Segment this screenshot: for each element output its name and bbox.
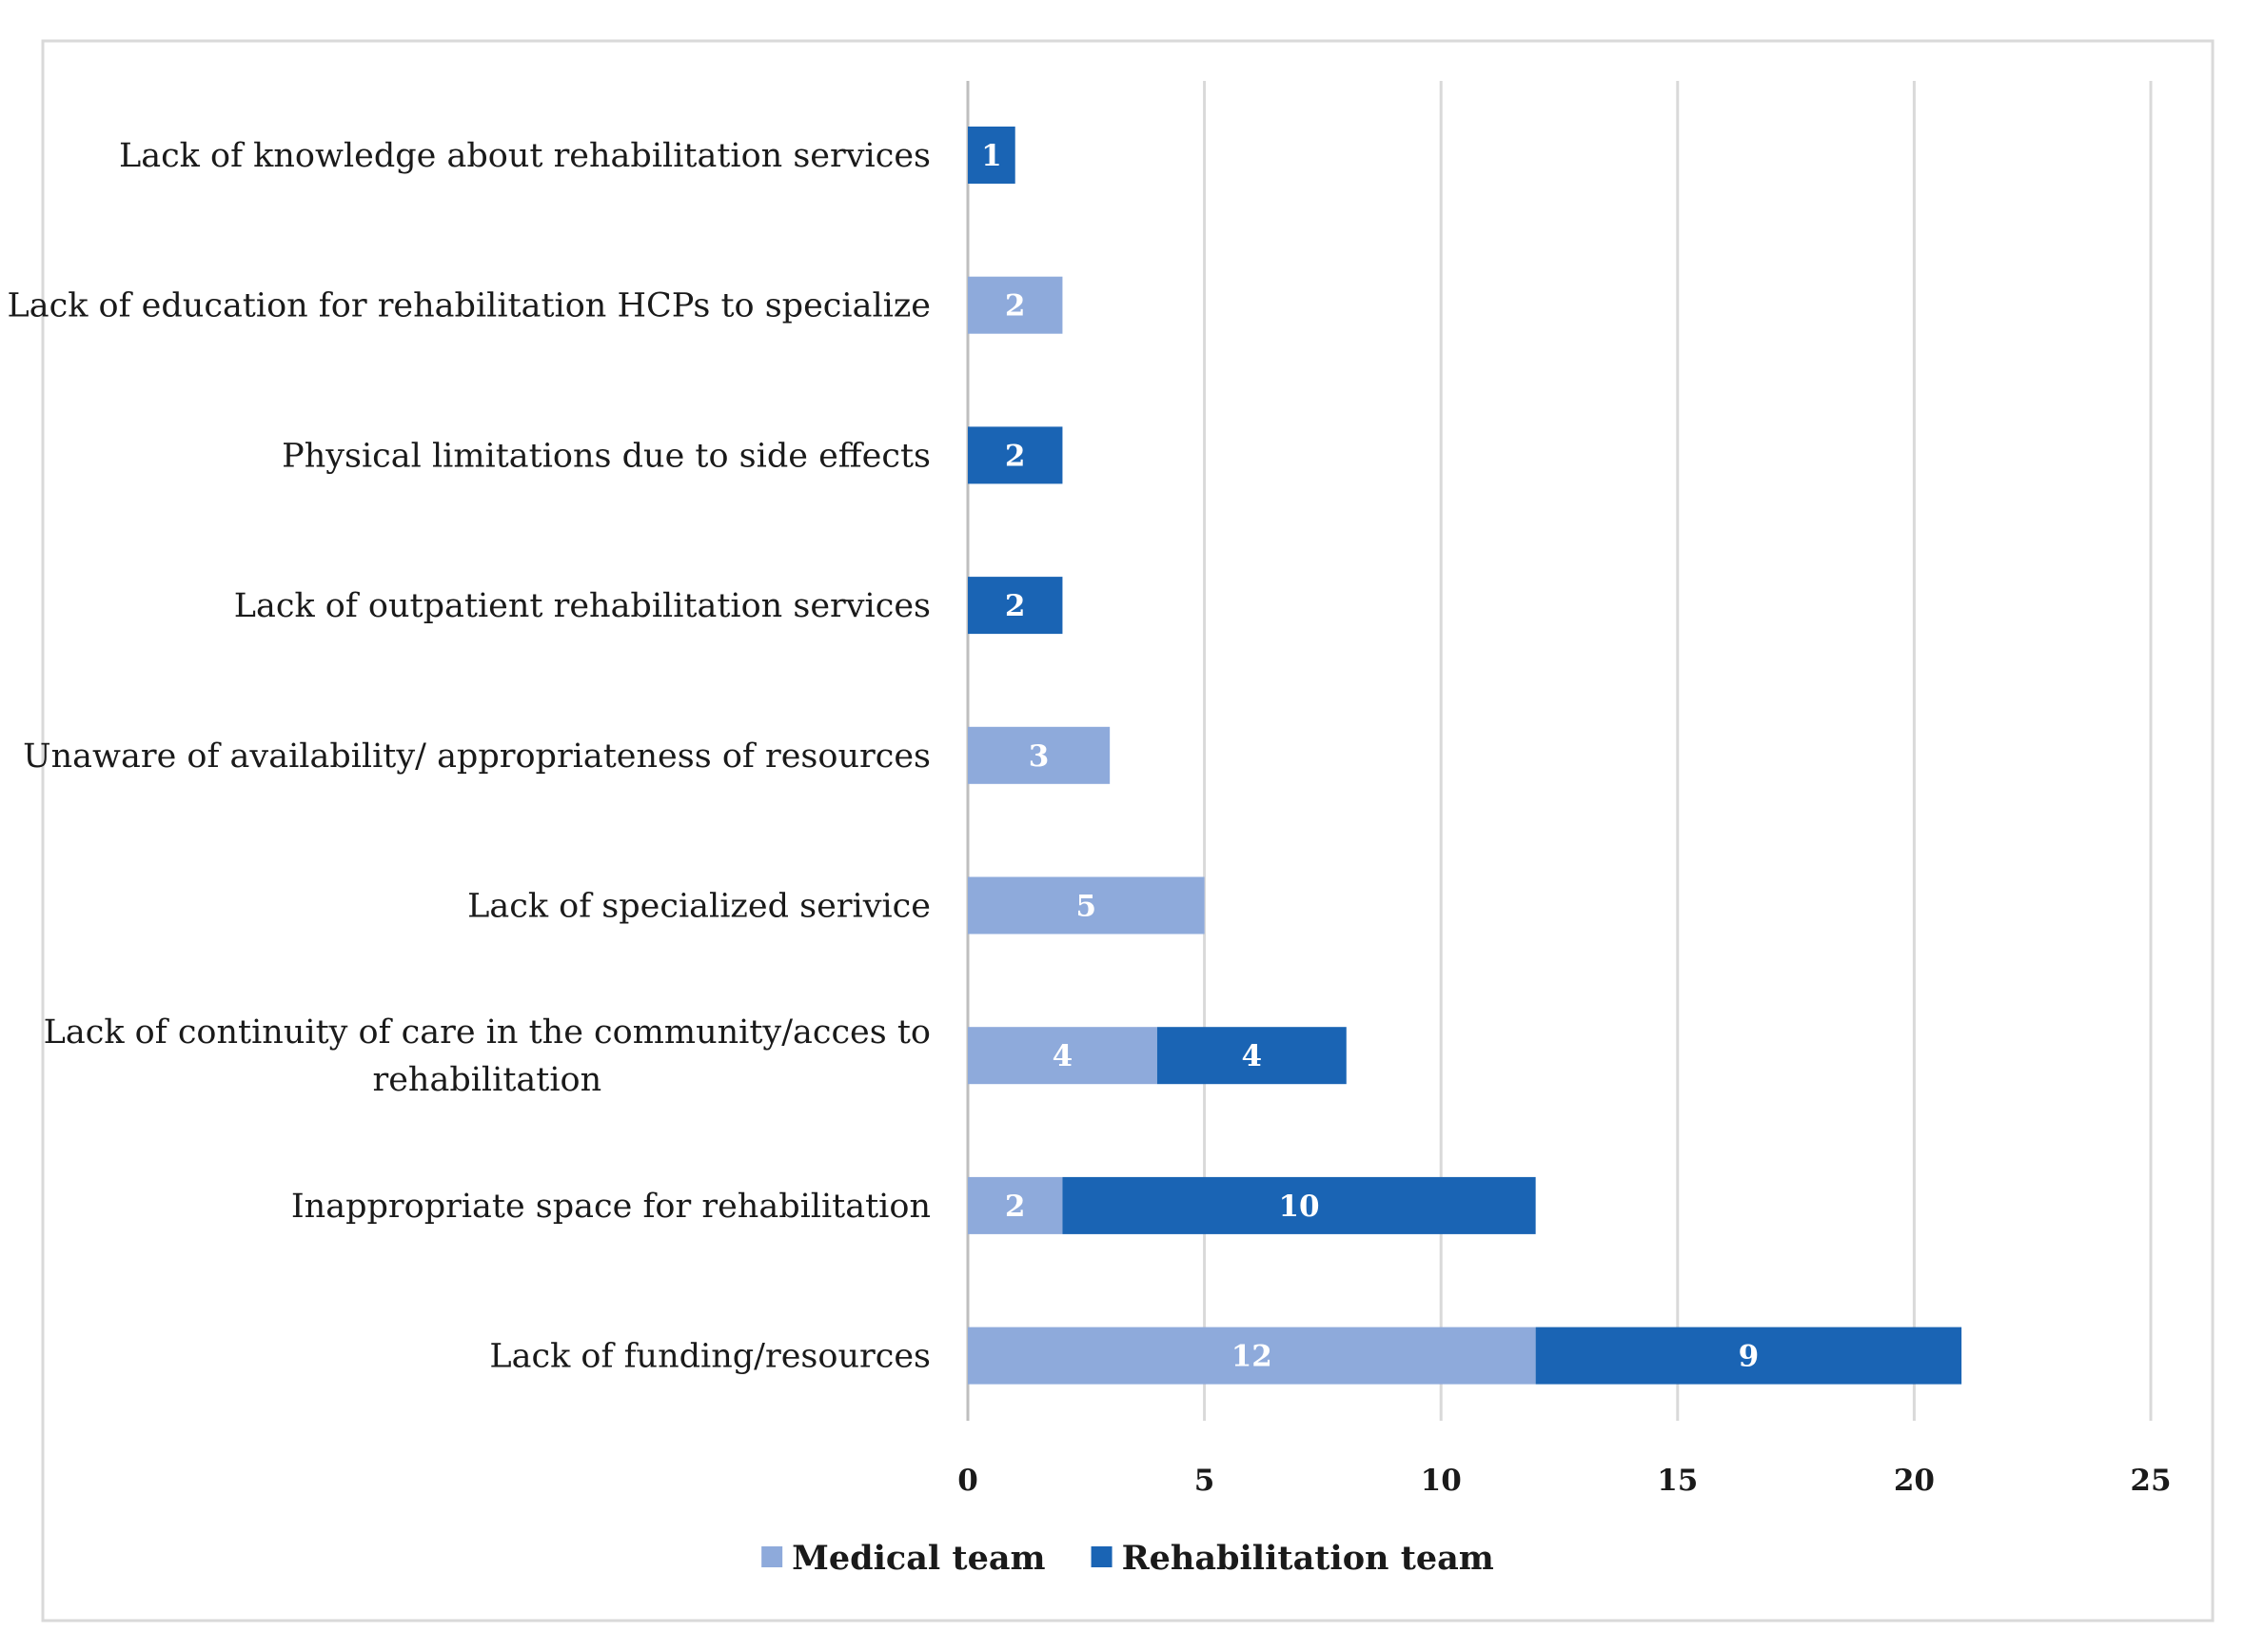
bar-value-label: 12 — [1231, 1340, 1272, 1374]
bar-rehabilitation-team — [968, 127, 1015, 184]
legend-swatch — [1091, 1546, 1113, 1567]
category-label: Unaware of availability/ appropriateness… — [23, 738, 931, 776]
x-tick-label: 20 — [1894, 1464, 1935, 1498]
legend-item-rehabilitation-team: Rehabilitation team — [1091, 1539, 1494, 1578]
bar-value-label: 4 — [1242, 1039, 1263, 1073]
bar-rehabilitation-team — [1062, 1176, 1536, 1234]
x-tick-label: 10 — [1421, 1464, 1462, 1498]
category-label: Inappropriate space for rehabilitation — [291, 1188, 931, 1226]
category-label: Lack of specialized serivice — [467, 888, 931, 926]
category-label: Lack of funding/resources — [489, 1338, 931, 1376]
bar-value-label: 5 — [1076, 890, 1097, 924]
bar-medical-team — [968, 1027, 1157, 1085]
category-label-line: rehabilitation — [372, 1061, 601, 1099]
bar-medical-team — [968, 276, 1063, 334]
bar-value-label: 1 — [981, 139, 1002, 173]
bar-medical-team — [968, 1327, 1536, 1385]
bar-rehabilitation-team — [968, 426, 1063, 484]
bar-rehabilitation-team — [1156, 1027, 1347, 1085]
bar-value-label: 2 — [1005, 289, 1026, 324]
bar-medical-team — [968, 1176, 1063, 1234]
bar-value-label: 9 — [1739, 1340, 1760, 1374]
x-tick-label: 15 — [1657, 1464, 1698, 1498]
bar-value-label: 2 — [1005, 1190, 1026, 1224]
category-label: Physical limitations due to side effects — [282, 437, 931, 475]
legend-label: Rehabilitation team — [1122, 1539, 1494, 1578]
bar-medical-team — [968, 876, 1205, 934]
category-labels: Lack of knowledge about rehabilitation s… — [7, 137, 931, 1376]
legend-item-medical-team: Medical team — [761, 1539, 1046, 1578]
bar-value-label: 4 — [1053, 1039, 1073, 1073]
bar-value-label: 2 — [1005, 589, 1026, 623]
bar-value-label: 3 — [1029, 739, 1050, 774]
bar-medical-team — [968, 726, 1111, 784]
bar-rehabilitation-team — [968, 577, 1063, 635]
x-tick-label: 0 — [957, 1464, 978, 1498]
x-tick-label: 5 — [1194, 1464, 1215, 1498]
bar-value-label: 2 — [1005, 439, 1026, 473]
x-tick-label: 25 — [2130, 1464, 2171, 1498]
category-label-line: Lack of continuity of care in the commun… — [44, 1013, 931, 1052]
bar-rehabilitation-team — [1535, 1327, 1962, 1385]
x-axis-tick-labels: 0 5 10 15 20 25 — [957, 1464, 2171, 1498]
category-label: Lack of education for rehabilitation HCP… — [7, 287, 931, 325]
legend-label: Medical team — [792, 1539, 1045, 1578]
bar-value-label: 10 — [1278, 1190, 1319, 1224]
category-label: Lack of outpatient rehabilitation servic… — [234, 587, 931, 625]
legend-swatch — [761, 1546, 783, 1567]
category-label: Lack of continuity of care in the commun… — [44, 1013, 931, 1099]
category-label: Lack of knowledge about rehabilitation s… — [119, 137, 931, 175]
legend: Medical team Rehabilitation team — [761, 1539, 1494, 1578]
